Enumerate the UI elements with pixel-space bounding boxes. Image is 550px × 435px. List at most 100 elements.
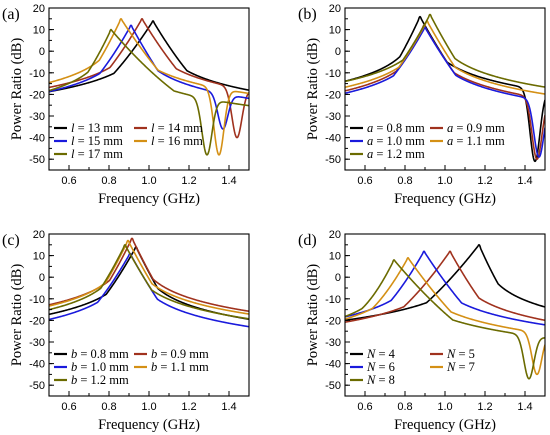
legend: l = 13 mm l = 14 mm l = 15 mm l = 16 mm l = … <box>54 121 203 161</box>
legend-entry: a = 1.0 mm <box>367 134 425 148</box>
legend-entry: a = 1.1 mm <box>447 134 505 148</box>
x-axis-label: Frequency (GHz) <box>98 417 200 433</box>
legend-entry: b = 1.1 mm <box>151 360 209 374</box>
y-tick-label: 10 <box>33 25 45 37</box>
y-tick-label: 0 <box>39 272 45 284</box>
y-tick-label: -40 <box>29 133 45 145</box>
plot-area <box>49 237 249 328</box>
series-line-N-5 <box>345 250 545 323</box>
chart-panel-4: 0.6 0.8 1.0 1.2 1.4 20 10 0 -10 -20 -30 -40 -50 Frequ… <box>298 229 546 433</box>
x-axis-label: Frequency (GHz) <box>394 191 496 207</box>
legend-entry: a = 0.8 mm <box>367 121 425 135</box>
legend-entry: b = 0.8 mm <box>71 347 129 361</box>
y-axis-label: Power Ratio (dB) <box>9 38 25 140</box>
chart-panel-1: 0.6 0.8 1.0 1.2 1.4 20 10 0 -10 -20 -30 -40 -50 Frequ… <box>2 3 250 207</box>
series-line-a-1.0 <box>345 26 545 158</box>
plot-area <box>49 18 249 156</box>
y-tick-label: -20 <box>29 89 45 101</box>
y-tick-label: -50 <box>29 154 45 166</box>
y-tick-label: -10 <box>325 68 341 80</box>
legend-entry: b = 1.2 mm <box>71 373 129 387</box>
x-tick-label: 1.0 <box>141 175 156 187</box>
legend-entry: b = 0.9 mm <box>151 347 209 361</box>
x-tick-label: 1.2 <box>181 401 196 413</box>
series-line-b-1.1 <box>49 239 249 315</box>
panel-label: (a) <box>2 6 20 23</box>
legend-entry: l = 17 mm <box>71 147 123 161</box>
panel-label: (c) <box>2 232 20 249</box>
y-tick-label: -30 <box>325 337 341 349</box>
chart-panel-3: 0.6 0.8 1.0 1.2 1.4 20 10 0 -10 -20 -30 -40 -50 Frequ… <box>2 229 250 433</box>
legend-entry: l = 13 mm <box>71 121 123 135</box>
y-tick-label: -10 <box>29 294 45 306</box>
x-tick-label: 1.2 <box>477 401 492 413</box>
panel-label: (d) <box>298 232 317 249</box>
y-tick-label: -50 <box>325 154 341 166</box>
y-tick-label: -50 <box>325 380 341 392</box>
x-tick-label: 1.4 <box>221 175 236 187</box>
y-tick-label: 0 <box>335 272 341 284</box>
x-tick-label: 0.8 <box>101 401 116 413</box>
panel-label: (b) <box>298 6 317 23</box>
legend: a = 0.8 mm a = 0.9 mm a = 1.0 mm a = 1.1 mm… <box>350 121 505 161</box>
y-tick-label: -40 <box>325 359 341 371</box>
plot-area <box>345 244 545 380</box>
legend-entry: b = 1.0 mm <box>71 360 129 374</box>
series-line-b-1.2 <box>49 244 249 320</box>
y-tick-label: -20 <box>29 315 45 327</box>
x-tick-label: 1.0 <box>141 401 156 413</box>
y-tick-label: -20 <box>325 315 341 327</box>
plot-area <box>345 13 545 163</box>
x-tick-label: 1.4 <box>221 401 236 413</box>
legend-entry: l = 15 mm <box>71 134 123 148</box>
y-tick-label: -30 <box>29 111 45 123</box>
series-line-l-14 <box>49 18 249 139</box>
x-tick-label: 1.2 <box>181 175 196 187</box>
x-tick-label: 1.2 <box>477 175 492 187</box>
x-tick-label: 0.8 <box>101 175 116 187</box>
x-tick-label: 0.8 <box>397 401 412 413</box>
y-tick-label: 10 <box>33 251 45 263</box>
x-axis-label: Frequency (GHz) <box>394 417 496 433</box>
legend-entry: a = 1.2 mm <box>367 147 425 161</box>
legend-entry: N = 6 <box>366 360 395 374</box>
y-tick-label: 0 <box>335 46 341 58</box>
x-axis-label: Frequency (GHz) <box>98 191 200 207</box>
legend-entry: N = 8 <box>366 373 395 387</box>
y-tick-label: 10 <box>329 251 341 263</box>
series-line-a-1.1 <box>345 20 545 95</box>
series-line-N-8 <box>345 259 545 380</box>
y-tick-label: 20 <box>329 229 341 241</box>
series-line-b-1.0 <box>49 252 249 328</box>
x-tick-label: 0.6 <box>357 175 372 187</box>
chart-panel-2: 0.6 0.8 1.0 1.2 1.4 20 10 0 -10 -20 -30 -40 -50 Frequ… <box>298 3 546 207</box>
y-tick-label: -10 <box>29 68 45 80</box>
legend: N = 4 N = 5 N = 6 N = 7 N = 8 <box>350 347 475 387</box>
y-tick-label: -40 <box>29 359 45 371</box>
x-tick-label: 1.4 <box>517 175 532 187</box>
y-tick-label: 20 <box>329 3 341 15</box>
y-tick-label: 0 <box>39 46 45 58</box>
y-tick-label: -50 <box>29 380 45 392</box>
x-tick-label: 0.6 <box>61 175 76 187</box>
y-tick-label: -10 <box>325 294 341 306</box>
y-tick-label: -20 <box>325 89 341 101</box>
series-line-l-13 <box>49 20 249 93</box>
x-tick-label: 1.0 <box>437 401 452 413</box>
y-tick-label: -30 <box>29 337 45 349</box>
x-tick-label: 0.8 <box>397 175 412 187</box>
y-tick-label: 20 <box>33 3 45 15</box>
legend-entry: l = 16 mm <box>151 134 203 148</box>
legend-entry: N = 5 <box>446 347 475 361</box>
x-tick-label: 1.0 <box>437 175 452 187</box>
series-line-N-7 <box>345 257 545 376</box>
legend-entry: l = 14 mm <box>151 121 203 135</box>
series-line-l-16 <box>49 18 249 156</box>
y-tick-label: -40 <box>325 133 341 145</box>
y-axis-label: Power Ratio (dB) <box>305 264 321 366</box>
y-tick-label: -30 <box>325 111 341 123</box>
series-line-N-6 <box>345 250 545 326</box>
series-line-a-1.2 <box>345 13 545 88</box>
legend-entry: N = 7 <box>446 360 475 374</box>
